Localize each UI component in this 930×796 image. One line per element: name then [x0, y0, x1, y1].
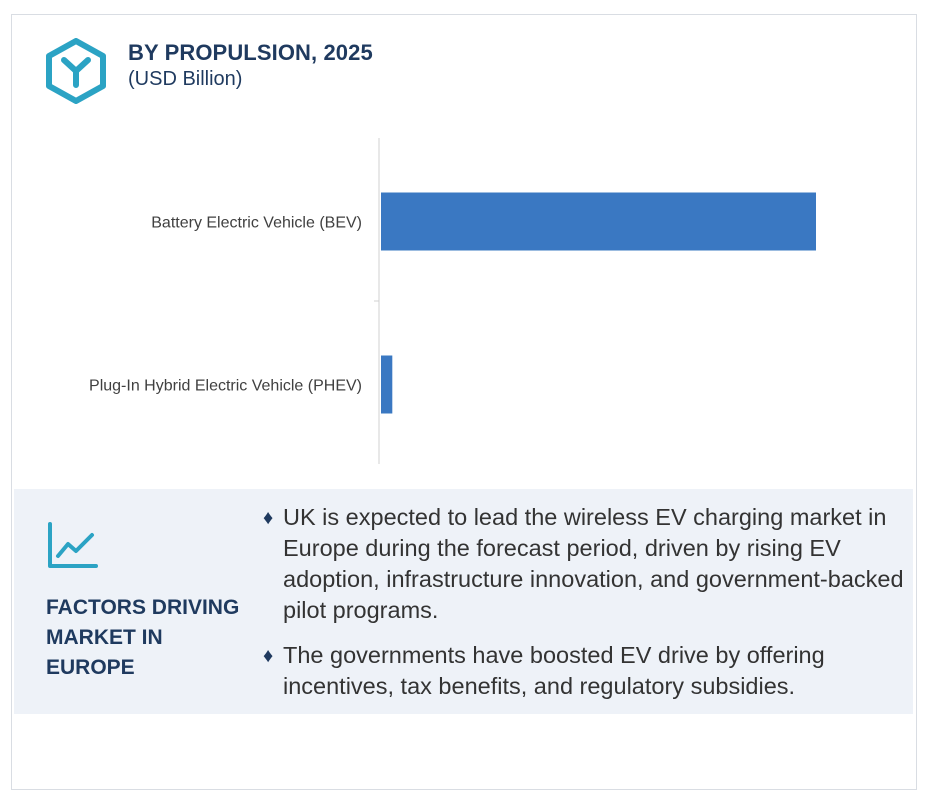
factors-bullet-list: ♦ UK is expected to lead the wireless EV… — [261, 502, 921, 716]
bar-phev — [381, 355, 393, 414]
factors-panel — [14, 489, 913, 714]
diamond-bullet-icon: ♦ — [263, 645, 274, 667]
factor-bullet: ♦ UK is expected to lead the wireless EV… — [261, 502, 921, 626]
chart-subtitle: (USD Billion) — [128, 68, 243, 90]
hexagon-y-icon — [46, 38, 106, 104]
chart-title: BY PROPULSION, 2025 — [128, 40, 373, 65]
category-label: Plug-In Hybrid Electric Vehicle (PHEV) — [89, 378, 362, 395]
bar-bev — [381, 192, 816, 251]
factor-bullet-text: UK is expected to lead the wireless EV c… — [283, 504, 904, 623]
trend-chart-icon — [48, 522, 98, 568]
category-label: Battery Electric Vehicle (BEV) — [151, 215, 362, 232]
factor-bullet-text: The governments have boosted EV drive by… — [283, 642, 825, 699]
factors-title: FACTORS DRIVING MARKET IN EUROPE — [46, 596, 240, 679]
factor-bullet: ♦ The governments have boosted EV drive … — [261, 640, 921, 702]
diamond-bullet-icon: ♦ — [263, 507, 274, 529]
bar-chart: Battery Electric Vehicle (BEV) Plug-In Hy… — [89, 138, 816, 464]
